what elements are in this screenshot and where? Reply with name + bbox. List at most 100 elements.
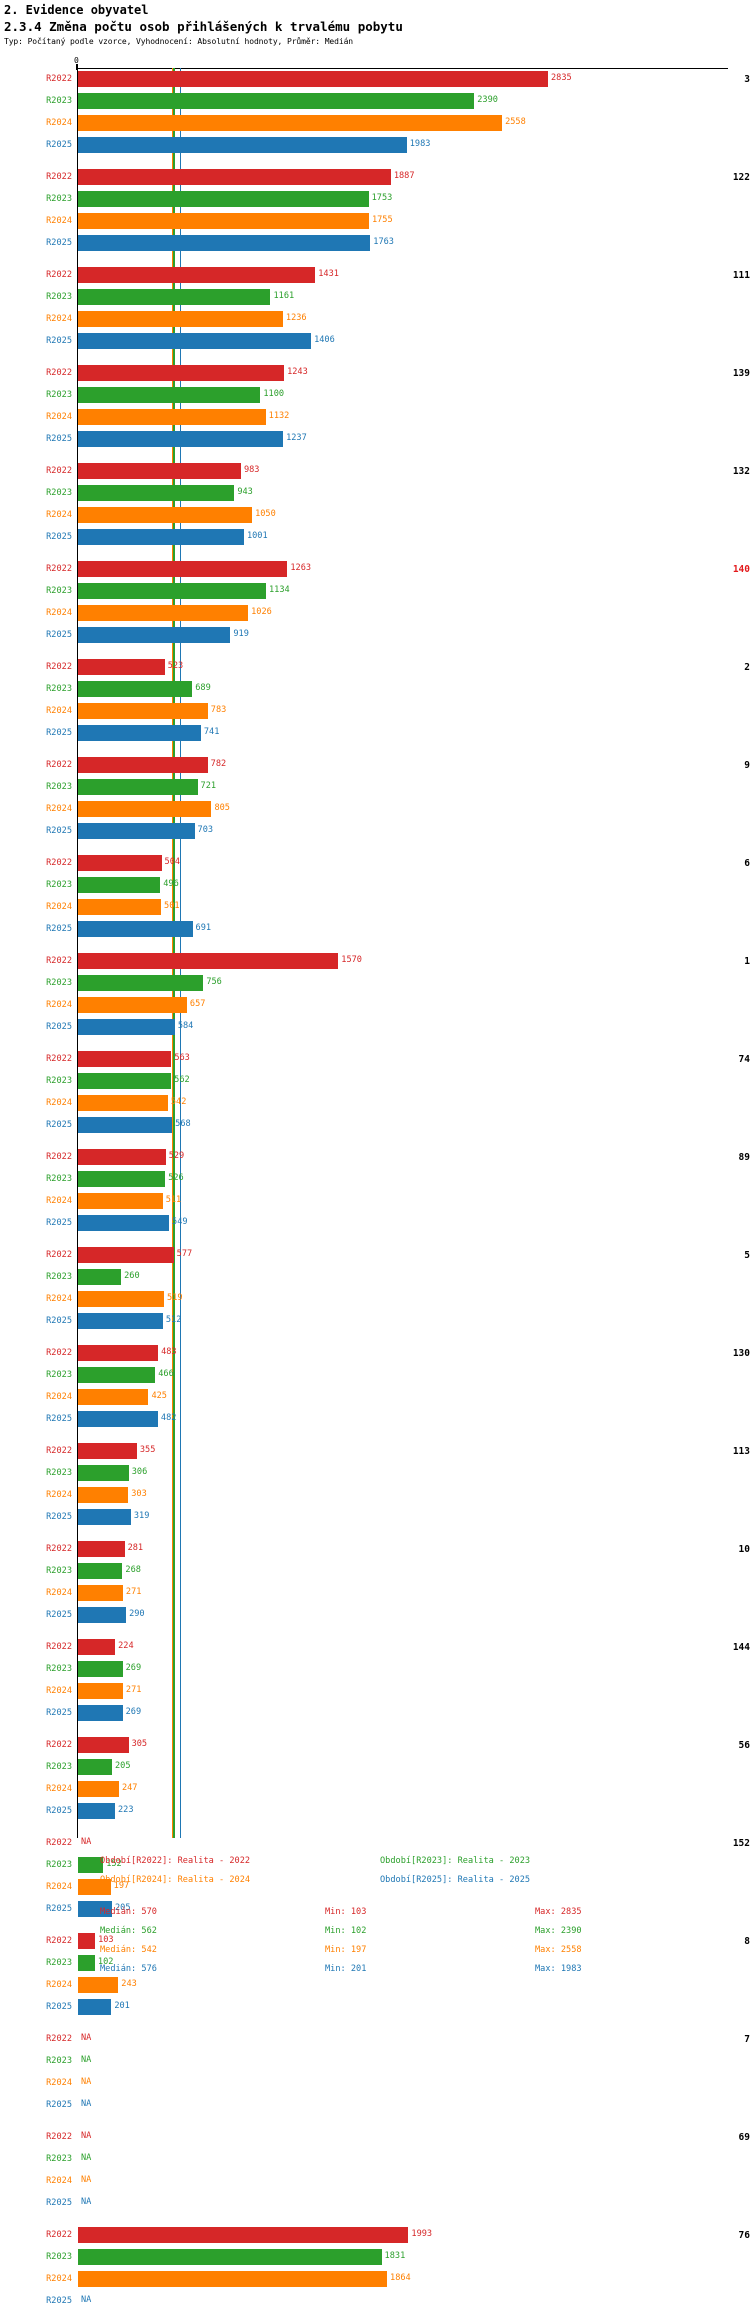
bar-R2025-89[interactable] (78, 1215, 170, 1231)
bar-row[interactable]: R2025 919 (0, 626, 750, 648)
bar-R2024-1[interactable] (78, 997, 187, 1013)
bar-R2023-5[interactable] (78, 1269, 122, 1285)
bar-row[interactable]: R2023 260 (0, 1268, 750, 1290)
bar-row[interactable]: R2024 2558 (0, 114, 750, 136)
bar-R2022-6[interactable] (78, 855, 162, 871)
bar-row[interactable]: R2024 511 (0, 1192, 750, 1214)
bar-row[interactable]: R2023 152 (0, 1856, 750, 1878)
bar-R2024-5[interactable] (78, 1291, 165, 1307)
bar-R2025-74[interactable] (78, 1117, 173, 1133)
bar-row[interactable]: R2023 269 (0, 1660, 750, 1682)
bar-R2023-76[interactable] (78, 2249, 382, 2265)
bar-row[interactable]: R2022 224 (0, 1638, 750, 1660)
bar-row[interactable]: R2023 1831 (0, 2248, 750, 2270)
legend-entry-R2023[interactable]: Období[R2023]: Realita - 2023 (380, 1856, 531, 1866)
bar-R2022-1[interactable] (78, 953, 339, 969)
bar-row[interactable]: R2025 1001 (0, 528, 750, 550)
bar-row[interactable]: R2024 NA (0, 2074, 750, 2096)
bar-R2022-56[interactable] (78, 1737, 129, 1753)
bar-R2025-130[interactable] (78, 1411, 158, 1427)
bar-R2024-3[interactable] (78, 115, 503, 131)
bar-row[interactable]: R2022 103 (0, 1932, 750, 1954)
bar-R2022-10[interactable] (78, 1541, 125, 1557)
bar-row[interactable]: R2023 1100 (0, 386, 750, 408)
bar-row[interactable]: R2024 197 (0, 1878, 750, 1900)
bar-row[interactable]: R2022 NA (0, 1834, 750, 1856)
bar-row[interactable]: R2023 306 (0, 1464, 750, 1486)
bar-row[interactable]: R2025 691 (0, 920, 750, 942)
bar-row[interactable]: R2025 NA (0, 2096, 750, 2118)
bar-R2022-76[interactable] (78, 2227, 409, 2243)
bar-R2025-144[interactable] (78, 1705, 123, 1721)
bar-R2025-1[interactable] (78, 1019, 175, 1035)
bar-R2025-10[interactable] (78, 1607, 127, 1623)
bar-row[interactable]: R2022 1570 (0, 952, 750, 974)
bar-row[interactable]: R2025 223 (0, 1802, 750, 1824)
bar-R2023-6[interactable] (78, 877, 161, 893)
bar-row[interactable]: R2023 756 (0, 974, 750, 996)
bar-R2024-76[interactable] (78, 2271, 388, 2287)
bar-R2025-140[interactable] (78, 627, 231, 643)
bar-R2024-130[interactable] (78, 1389, 149, 1405)
bar-R2024-9[interactable] (78, 801, 212, 817)
bar-row[interactable]: R2025 290 (0, 1606, 750, 1628)
bar-R2023-10[interactable] (78, 1563, 123, 1579)
bar-row[interactable]: R2023 1134 (0, 582, 750, 604)
bar-R2022-5[interactable] (78, 1247, 174, 1263)
bar-R2023-144[interactable] (78, 1661, 123, 1677)
bar-R2024-152[interactable] (78, 1879, 111, 1895)
bar-row[interactable]: R2025 NA (0, 2292, 750, 2314)
bar-R2024-111[interactable] (78, 311, 283, 327)
bar-R2024-56[interactable] (78, 1781, 119, 1797)
bar-R2022-3[interactable] (78, 71, 548, 87)
bar-row[interactable]: R2022 1263 (0, 560, 750, 582)
bar-row[interactable]: R2024 657 (0, 996, 750, 1018)
bar-row[interactable]: R2023 1161 (0, 288, 750, 310)
bar-R2022-144[interactable] (78, 1639, 116, 1655)
legend-entry-R2025[interactable]: Období[R2025]: Realita - 2025 (380, 1875, 531, 1885)
bar-row[interactable]: R2022 355 (0, 1442, 750, 1464)
bar-row[interactable]: R2025 568 (0, 1116, 750, 1138)
bar-row[interactable]: R2022 1993 (0, 2226, 750, 2248)
legend-entry-R2022[interactable]: Období[R2022]: Realita - 2022 (100, 1856, 251, 1866)
bar-R2023-130[interactable] (78, 1367, 156, 1383)
bar-row[interactable]: R2022 NA (0, 2128, 750, 2150)
bar-R2023-111[interactable] (78, 289, 271, 305)
bar-row[interactable]: R2024 243 (0, 1976, 750, 1998)
bar-R2025-6[interactable] (78, 921, 193, 937)
bar-R2024-122[interactable] (78, 213, 369, 229)
bar-row[interactable]: R2023 102 (0, 1954, 750, 1976)
bar-row[interactable]: R2022 1431 (0, 266, 750, 288)
bar-R2023-8[interactable] (78, 1955, 95, 1971)
bar-row[interactable]: R2022 281 (0, 1540, 750, 1562)
bar-row[interactable]: R2023 NA (0, 2052, 750, 2074)
bar-row[interactable]: R2023 466 (0, 1366, 750, 1388)
bar-row[interactable]: R2025 201 (0, 1998, 750, 2020)
bar-R2025-132[interactable] (78, 529, 244, 545)
bar-R2024-10[interactable] (78, 1585, 123, 1601)
bar-row[interactable]: R2024 501 (0, 898, 750, 920)
bar-row[interactable]: R2025 1237 (0, 430, 750, 452)
bar-row[interactable]: R2023 689 (0, 680, 750, 702)
bar-row[interactable]: R2024 805 (0, 800, 750, 822)
bar-row[interactable]: R2023 496 (0, 876, 750, 898)
bar-R2024-132[interactable] (78, 507, 253, 523)
bar-R2023-140[interactable] (78, 583, 266, 599)
bar-row[interactable]: R2023 205 (0, 1758, 750, 1780)
bar-R2023-122[interactable] (78, 191, 369, 207)
bar-row[interactable]: R2024 1236 (0, 310, 750, 332)
bar-row[interactable]: R2023 721 (0, 778, 750, 800)
bar-R2022-140[interactable] (78, 561, 288, 577)
legend-entry-R2024[interactable]: Období[R2024]: Realita - 2024 (100, 1875, 251, 1885)
bar-R2024-74[interactable] (78, 1095, 168, 1111)
bar-R2022-74[interactable] (78, 1051, 172, 1067)
bar-R2023-132[interactable] (78, 485, 235, 501)
bar-R2025-3[interactable] (78, 137, 407, 153)
bar-row[interactable]: R2024 247 (0, 1780, 750, 1802)
bar-R2022-130[interactable] (78, 1345, 159, 1361)
bar-R2024-6[interactable] (78, 899, 162, 915)
bar-R2022-139[interactable] (78, 365, 285, 381)
bar-row[interactable]: R2025 1763 (0, 234, 750, 256)
bar-row[interactable]: R2023 268 (0, 1562, 750, 1584)
bar-R2022-9[interactable] (78, 757, 208, 773)
